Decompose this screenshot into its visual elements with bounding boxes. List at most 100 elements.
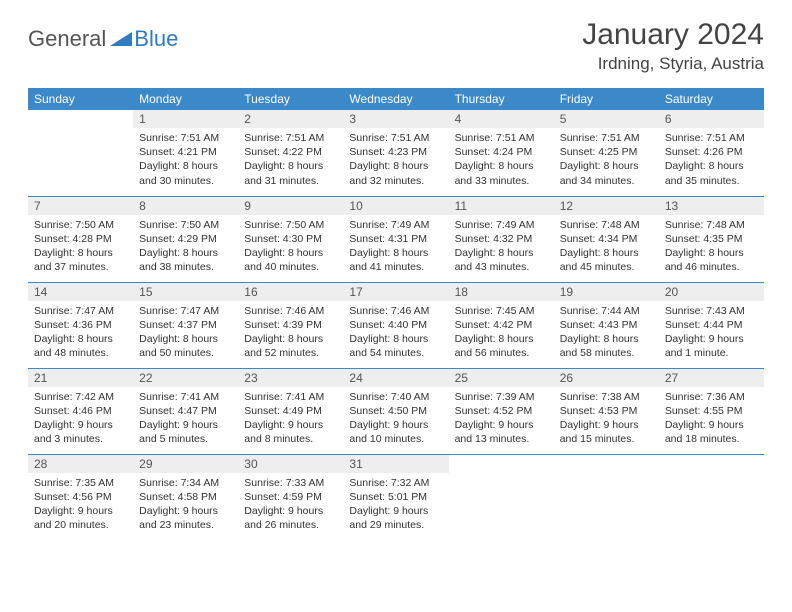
daylight-text: Daylight: 8 hours and 43 minutes. xyxy=(455,246,548,274)
calendar-cell: 9Sunrise: 7:50 AMSunset: 4:30 PMDaylight… xyxy=(238,196,343,282)
calendar-cell: 23Sunrise: 7:41 AMSunset: 4:49 PMDayligh… xyxy=(238,368,343,454)
calendar-cell: 30Sunrise: 7:33 AMSunset: 4:59 PMDayligh… xyxy=(238,454,343,540)
day-header-row: Sunday Monday Tuesday Wednesday Thursday… xyxy=(28,88,764,110)
sunrise-text: Sunrise: 7:44 AM xyxy=(560,304,653,318)
daylight-text: Daylight: 9 hours and 26 minutes. xyxy=(244,504,337,532)
day-body: Sunrise: 7:51 AMSunset: 4:24 PMDaylight:… xyxy=(449,128,554,192)
sunset-text: Sunset: 4:23 PM xyxy=(349,145,442,159)
day-body: Sunrise: 7:51 AMSunset: 4:23 PMDaylight:… xyxy=(343,128,448,192)
sunrise-text: Sunrise: 7:51 AM xyxy=(455,131,548,145)
daylight-text: Daylight: 8 hours and 38 minutes. xyxy=(139,246,232,274)
sunset-text: Sunset: 4:47 PM xyxy=(139,404,232,418)
sunrise-text: Sunrise: 7:33 AM xyxy=(244,476,337,490)
day-body: Sunrise: 7:36 AMSunset: 4:55 PMDaylight:… xyxy=(659,387,764,451)
sunset-text: Sunset: 4:49 PM xyxy=(244,404,337,418)
calendar-cell: 12Sunrise: 7:48 AMSunset: 4:34 PMDayligh… xyxy=(554,196,659,282)
calendar-cell: 1Sunrise: 7:51 AMSunset: 4:21 PMDaylight… xyxy=(133,110,238,196)
sunrise-text: Sunrise: 7:48 AM xyxy=(560,218,653,232)
daylight-text: Daylight: 9 hours and 23 minutes. xyxy=(139,504,232,532)
day-body: Sunrise: 7:46 AMSunset: 4:40 PMDaylight:… xyxy=(343,301,448,365)
daylight-text: Daylight: 8 hours and 45 minutes. xyxy=(560,246,653,274)
day-number: 27 xyxy=(659,369,764,387)
sunrise-text: Sunrise: 7:51 AM xyxy=(244,131,337,145)
sunrise-text: Sunrise: 7:48 AM xyxy=(665,218,758,232)
sunrise-text: Sunrise: 7:47 AM xyxy=(34,304,127,318)
sunset-text: Sunset: 4:55 PM xyxy=(665,404,758,418)
day-header: Wednesday xyxy=(343,88,448,110)
sunrise-text: Sunrise: 7:49 AM xyxy=(349,218,442,232)
sunset-text: Sunset: 4:53 PM xyxy=(560,404,653,418)
calendar-cell: 18Sunrise: 7:45 AMSunset: 4:42 PMDayligh… xyxy=(449,282,554,368)
calendar-cell: 21Sunrise: 7:42 AMSunset: 4:46 PMDayligh… xyxy=(28,368,133,454)
calendar-cell: 27Sunrise: 7:36 AMSunset: 4:55 PMDayligh… xyxy=(659,368,764,454)
calendar-cell: 13Sunrise: 7:48 AMSunset: 4:35 PMDayligh… xyxy=(659,196,764,282)
calendar-cell: 17Sunrise: 7:46 AMSunset: 4:40 PMDayligh… xyxy=(343,282,448,368)
day-number: 31 xyxy=(343,455,448,473)
day-number: 25 xyxy=(449,369,554,387)
calendar-cell: 29Sunrise: 7:34 AMSunset: 4:58 PMDayligh… xyxy=(133,454,238,540)
sunset-text: Sunset: 4:40 PM xyxy=(349,318,442,332)
sunset-text: Sunset: 4:52 PM xyxy=(455,404,548,418)
day-number: 2 xyxy=(238,110,343,128)
calendar-cell: 6Sunrise: 7:51 AMSunset: 4:26 PMDaylight… xyxy=(659,110,764,196)
daylight-text: Daylight: 8 hours and 41 minutes. xyxy=(349,246,442,274)
sunset-text: Sunset: 4:44 PM xyxy=(665,318,758,332)
calendar-cell: 3Sunrise: 7:51 AMSunset: 4:23 PMDaylight… xyxy=(343,110,448,196)
daylight-text: Daylight: 9 hours and 20 minutes. xyxy=(34,504,127,532)
sunset-text: Sunset: 4:31 PM xyxy=(349,232,442,246)
daylight-text: Daylight: 9 hours and 8 minutes. xyxy=(244,418,337,446)
day-body: Sunrise: 7:38 AMSunset: 4:53 PMDaylight:… xyxy=(554,387,659,451)
day-body: Sunrise: 7:51 AMSunset: 4:25 PMDaylight:… xyxy=(554,128,659,192)
sunset-text: Sunset: 4:37 PM xyxy=(139,318,232,332)
sunrise-text: Sunrise: 7:38 AM xyxy=(560,390,653,404)
day-body: Sunrise: 7:41 AMSunset: 4:49 PMDaylight:… xyxy=(238,387,343,451)
day-number: 1 xyxy=(133,110,238,128)
sunset-text: Sunset: 4:50 PM xyxy=(349,404,442,418)
daylight-text: Daylight: 8 hours and 34 minutes. xyxy=(560,159,653,187)
day-number: 4 xyxy=(449,110,554,128)
day-body: Sunrise: 7:45 AMSunset: 4:42 PMDaylight:… xyxy=(449,301,554,365)
sunset-text: Sunset: 4:46 PM xyxy=(34,404,127,418)
daylight-text: Daylight: 9 hours and 5 minutes. xyxy=(139,418,232,446)
day-number: 28 xyxy=(28,455,133,473)
sunrise-text: Sunrise: 7:35 AM xyxy=(34,476,127,490)
day-body: Sunrise: 7:42 AMSunset: 4:46 PMDaylight:… xyxy=(28,387,133,451)
day-body: Sunrise: 7:49 AMSunset: 4:31 PMDaylight:… xyxy=(343,215,448,279)
sunrise-text: Sunrise: 7:32 AM xyxy=(349,476,442,490)
day-body: Sunrise: 7:50 AMSunset: 4:30 PMDaylight:… xyxy=(238,215,343,279)
day-body: Sunrise: 7:46 AMSunset: 4:39 PMDaylight:… xyxy=(238,301,343,365)
sunrise-text: Sunrise: 7:47 AM xyxy=(139,304,232,318)
sunset-text: Sunset: 4:43 PM xyxy=(560,318,653,332)
logo: General Blue xyxy=(28,18,178,52)
day-number: 24 xyxy=(343,369,448,387)
day-body: Sunrise: 7:40 AMSunset: 4:50 PMDaylight:… xyxy=(343,387,448,451)
calendar-cell: 14Sunrise: 7:47 AMSunset: 4:36 PMDayligh… xyxy=(28,282,133,368)
day-body: Sunrise: 7:47 AMSunset: 4:36 PMDaylight:… xyxy=(28,301,133,365)
daylight-text: Daylight: 9 hours and 15 minutes. xyxy=(560,418,653,446)
day-header: Tuesday xyxy=(238,88,343,110)
day-number: 10 xyxy=(343,197,448,215)
daylight-text: Daylight: 8 hours and 58 minutes. xyxy=(560,332,653,360)
calendar-week-row: 21Sunrise: 7:42 AMSunset: 4:46 PMDayligh… xyxy=(28,368,764,454)
sunset-text: Sunset: 4:21 PM xyxy=(139,145,232,159)
calendar-week-row: 1Sunrise: 7:51 AMSunset: 4:21 PMDaylight… xyxy=(28,110,764,196)
sunset-text: Sunset: 4:29 PM xyxy=(139,232,232,246)
daylight-text: Daylight: 9 hours and 1 minute. xyxy=(665,332,758,360)
day-number: 17 xyxy=(343,283,448,301)
sunset-text: Sunset: 4:32 PM xyxy=(455,232,548,246)
day-body: Sunrise: 7:51 AMSunset: 4:21 PMDaylight:… xyxy=(133,128,238,192)
calendar-cell xyxy=(659,454,764,540)
header: General Blue January 2024 Irdning, Styri… xyxy=(28,18,764,74)
day-body: Sunrise: 7:50 AMSunset: 4:29 PMDaylight:… xyxy=(133,215,238,279)
day-number: 3 xyxy=(343,110,448,128)
sunset-text: Sunset: 4:58 PM xyxy=(139,490,232,504)
logo-text-blue: Blue xyxy=(134,26,178,52)
sunset-text: Sunset: 4:28 PM xyxy=(34,232,127,246)
day-number: 7 xyxy=(28,197,133,215)
sunrise-text: Sunrise: 7:50 AM xyxy=(244,218,337,232)
day-body: Sunrise: 7:47 AMSunset: 4:37 PMDaylight:… xyxy=(133,301,238,365)
page-title: January 2024 xyxy=(582,18,764,52)
day-body: Sunrise: 7:51 AMSunset: 4:26 PMDaylight:… xyxy=(659,128,764,192)
day-number: 13 xyxy=(659,197,764,215)
daylight-text: Daylight: 8 hours and 32 minutes. xyxy=(349,159,442,187)
